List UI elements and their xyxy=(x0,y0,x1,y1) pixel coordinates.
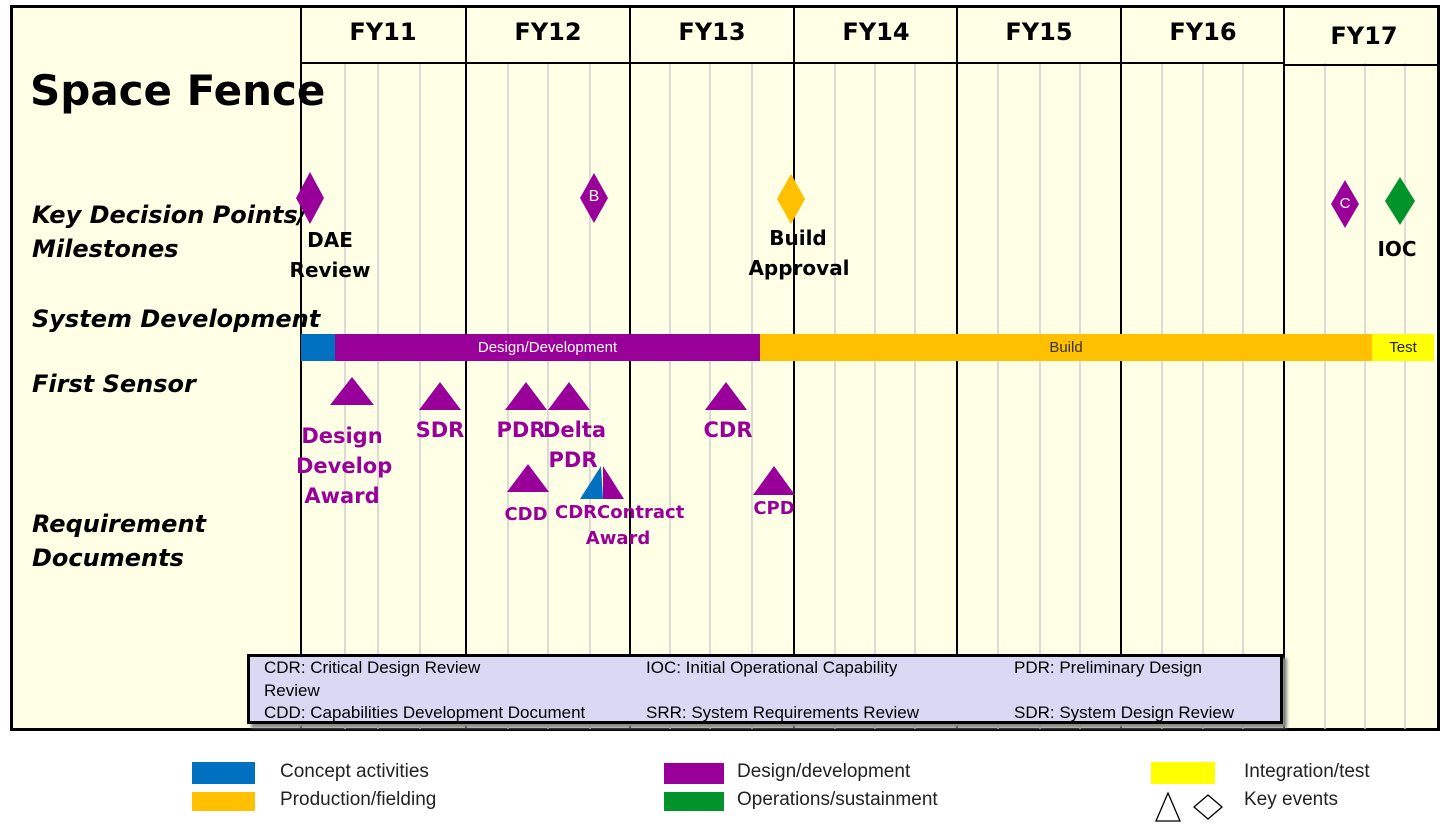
fy-header-fy16: FY16 xyxy=(1169,18,1237,46)
cdd-label: CDD xyxy=(504,504,548,525)
definition-pdr: PDR: Preliminary Design xyxy=(1014,658,1202,677)
sensor-cdr-label: CDR xyxy=(703,418,753,442)
fy-header-fy14: FY14 xyxy=(842,18,910,46)
dae-review-label-2: Review xyxy=(289,258,371,282)
fy-header-fy11: FY11 xyxy=(349,18,417,46)
key-events-icons xyxy=(1155,791,1223,822)
key-event-diamond-icon xyxy=(1193,794,1223,820)
row-label-system-development: System Development xyxy=(32,305,321,333)
build-approval-label-2: Approval xyxy=(748,256,850,280)
legend-label-concept: Concept activities xyxy=(280,761,429,782)
contract-award-label-1: Contract xyxy=(597,502,685,523)
fy-header-fy15: FY15 xyxy=(1005,18,1073,46)
ioc-label: IOC xyxy=(1377,237,1417,261)
design-develop-award-triangle xyxy=(330,377,374,405)
definition-sdr: SDR: System Design Review xyxy=(1014,703,1235,722)
row-label-requirements-1: Requirement xyxy=(32,510,207,538)
build-approval-label-1: Build xyxy=(769,226,827,250)
legend-label-operations: Operations/sustainment xyxy=(737,789,938,810)
design-develop-award-label-2: Develop xyxy=(296,454,393,478)
cpd-label: CPD xyxy=(753,498,795,519)
chart-frame xyxy=(10,5,1440,731)
legend-label-key-events: Key events xyxy=(1244,789,1338,810)
sensor-cdr-triangle xyxy=(705,382,747,410)
row-label-first-sensor: First Sensor xyxy=(32,370,196,398)
contract-award-triangle xyxy=(603,466,624,499)
key-event-triangle-icon xyxy=(1155,791,1181,822)
dae-review-label-1: DAE xyxy=(307,228,353,252)
fy-header-fy12: FY12 xyxy=(514,18,582,46)
req-cdr-triangle xyxy=(580,466,603,499)
delta-pdr-label-2: PDR xyxy=(548,448,598,472)
build-bar: Build xyxy=(760,334,1372,361)
sdr-label: SDR xyxy=(415,418,465,442)
test-bar: Test xyxy=(1372,334,1434,361)
definition-srr: SRR: System Requirements Review xyxy=(646,703,920,722)
pdr-triangle xyxy=(505,382,547,410)
milestone-b-letter: B xyxy=(588,188,600,205)
legend-label-production: Production/fielding xyxy=(280,789,437,810)
cpd-triangle xyxy=(753,466,795,495)
fy-header-fy17: FY17 xyxy=(1330,22,1398,50)
milestone-c-diamond xyxy=(1331,180,1359,228)
design-develop-award-label-1: Design xyxy=(301,424,383,448)
legend-swatch-design xyxy=(664,763,724,784)
dae-review-diamond xyxy=(296,172,324,224)
delta-pdr-label-1: Delta xyxy=(543,418,607,442)
delta-pdr-triangle xyxy=(548,382,590,410)
fy-header-fy13: FY13 xyxy=(678,18,746,46)
concept-bar-segment xyxy=(301,334,335,361)
legend-label-design: Design/development xyxy=(737,761,911,782)
legend-label-integration: Integration/test xyxy=(1244,761,1370,782)
design-develop-award-label-3: Award xyxy=(304,484,380,508)
legend-swatch-operations xyxy=(664,792,724,811)
legend-swatch-integration xyxy=(1151,762,1215,784)
definition-cdd: CDD: Capabilities Development Document xyxy=(264,703,586,722)
ioc-diamond xyxy=(1385,177,1415,225)
legend-swatch-concept xyxy=(192,762,255,784)
acronym-definitions-box: CDR: Critical Design Review Review CDD: … xyxy=(247,654,1283,724)
definition-cdr-cont: Review xyxy=(264,681,320,700)
definition-cdr: CDR: Critical Design Review xyxy=(264,658,481,677)
row-label-milestones-2: Milestones xyxy=(32,235,179,263)
build-approval-diamond xyxy=(777,174,805,224)
row-label-requirements-2: Documents xyxy=(32,544,184,572)
sdr-triangle xyxy=(419,382,461,410)
pdr-label: PDR xyxy=(496,418,546,442)
design-development-bar: Design/Development xyxy=(335,334,760,361)
definition-ioc: IOC: Initial Operational Capability xyxy=(646,658,898,677)
legend-swatch-production xyxy=(192,792,255,811)
row-label-milestones-1: Key Decision Points/ xyxy=(32,201,307,229)
contract-award-label-2: Award xyxy=(585,528,651,549)
req-cdr-label: CDR xyxy=(554,502,597,523)
milestone-b-diamond xyxy=(580,173,608,223)
page-title: Space Fence xyxy=(30,66,326,115)
cdd-triangle xyxy=(507,464,549,492)
milestone-c-letter: C xyxy=(1339,195,1351,212)
